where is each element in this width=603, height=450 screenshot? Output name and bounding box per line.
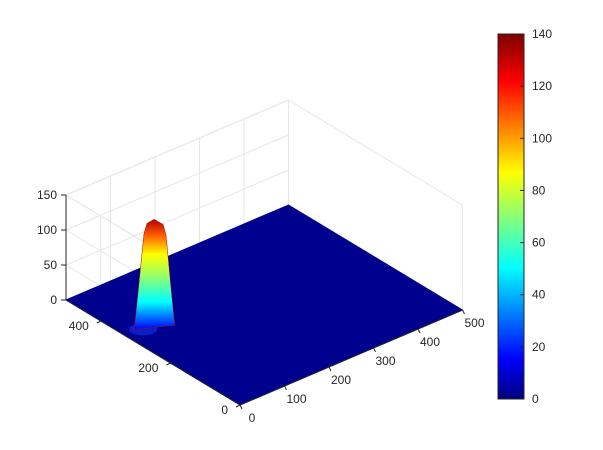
z-tick-label-50: 50 [44,258,58,272]
x-tick-label-400: 400 [420,335,440,349]
x-tick-label-300: 300 [375,354,395,368]
colorbar-tick-label-20: 20 [532,340,546,354]
x-tick-mark-100 [284,385,287,391]
x-tick-label-500: 500 [464,316,484,330]
colorbar-tick-label-100: 100 [532,131,552,145]
z-tick-label-0: 0 [50,293,57,307]
peak-surface [133,219,176,330]
colorbar-tick-label-120: 120 [532,79,552,93]
y-tick-label-200: 200 [138,361,158,375]
colorbar-tick-label-80: 80 [532,183,546,197]
axes-lines [65,195,463,406]
colorbar: 0 20 40 60 80 100 120 140 [497,27,552,406]
x-tick-mark-400 [417,328,421,334]
x-tick-mark-500 [462,309,465,315]
y-tick-label-400: 400 [69,319,89,333]
x-tick-label-0: 0 [249,411,256,425]
y-tick-mark-0 [235,404,241,408]
surface-peak [129,219,176,336]
y-tick-mark-200 [166,362,171,366]
y-axis-line [65,299,241,406]
z-tick-label-100: 100 [37,223,57,237]
x-tick-mark-200 [328,366,332,372]
colorbar-tick-label-0: 0 [532,392,539,406]
x-tick-mark-0 [239,404,243,410]
z-tick-label-150: 150 [37,188,57,202]
y-tick-label-0: 0 [221,403,228,417]
x-tick-label-100: 100 [286,392,306,406]
x-tick-mark-300 [373,347,376,353]
colorbar-tick-label-140: 140 [532,27,552,41]
colorbar-tick-label-60: 60 [532,236,546,250]
y-tick-mark-400 [96,320,102,324]
colorbar-tick-label-40: 40 [532,288,546,302]
colorbar-gradient [497,33,525,400]
axes-tick-labels: 0 100 200 300 400 500 0 200 400 0 50 100 150 [37,188,485,425]
x-tick-label-200: 200 [331,373,351,387]
x-axis-line [239,309,463,406]
